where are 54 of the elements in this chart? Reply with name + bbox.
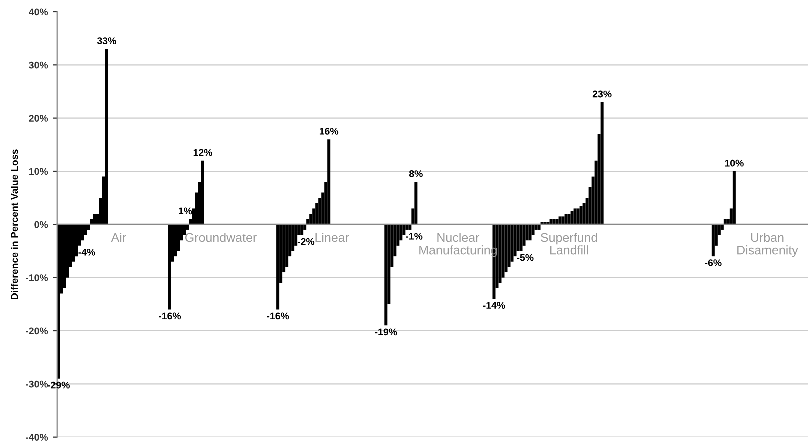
bar <box>712 224 715 257</box>
bar <box>576 208 580 225</box>
data-label: -29% <box>48 382 70 389</box>
bar <box>580 206 583 225</box>
data-label: -16% <box>158 312 182 320</box>
bar <box>562 216 565 225</box>
bar <box>732 171 736 225</box>
bar <box>568 214 571 225</box>
y-axis-title: Difference in Percent Value Loss <box>11 150 18 300</box>
data-label: -1% <box>406 233 423 240</box>
data-label: 33% <box>97 38 116 45</box>
bar <box>570 211 574 225</box>
x-tick-label: Air <box>111 232 126 242</box>
y-tick-label: 10% <box>29 168 48 176</box>
bar <box>201 160 204 225</box>
bar <box>168 224 172 310</box>
data-label: 1% <box>179 208 192 215</box>
data-label: -16% <box>267 312 290 320</box>
y-tick-label: 20% <box>29 115 48 122</box>
y-tick-label: -20% <box>26 328 48 335</box>
bar <box>600 102 604 225</box>
data-label: 8% <box>409 170 423 178</box>
data-label: -19% <box>375 328 398 336</box>
bar <box>558 216 562 225</box>
y-tick-label: 30% <box>29 62 48 69</box>
y-tick-label: 0% <box>34 221 48 228</box>
y-tick-label: -40% <box>26 434 48 441</box>
bar <box>384 224 388 326</box>
y-tick-label: 40% <box>29 8 48 16</box>
bar <box>564 214 568 225</box>
data-label: 23% <box>592 90 612 98</box>
bar <box>414 182 418 225</box>
bar <box>328 140 331 225</box>
data-label: 10% <box>725 160 744 167</box>
data-label: 16% <box>320 128 339 135</box>
bar <box>520 224 523 252</box>
bar <box>105 49 108 225</box>
data-label: -4% <box>78 248 96 256</box>
y-tick-label: -10% <box>26 274 48 282</box>
data-label: -14% <box>483 302 506 309</box>
bar <box>276 224 280 310</box>
bar <box>300 224 304 236</box>
x-tick-label: Linear <box>316 232 350 242</box>
data-label: 12% <box>194 149 212 156</box>
data-label: -5% <box>517 254 534 262</box>
y-tick-label: -30% <box>26 380 48 388</box>
data-label: -2% <box>298 238 315 246</box>
x-tick-label: Superfund Landfill <box>541 232 598 255</box>
x-tick-label: Groundwater <box>186 232 257 242</box>
bar <box>528 224 532 241</box>
x-tick-label: Urban Disamenity <box>738 232 798 258</box>
bar <box>574 208 577 225</box>
bar <box>93 214 96 225</box>
data-label: -6% <box>705 260 722 266</box>
